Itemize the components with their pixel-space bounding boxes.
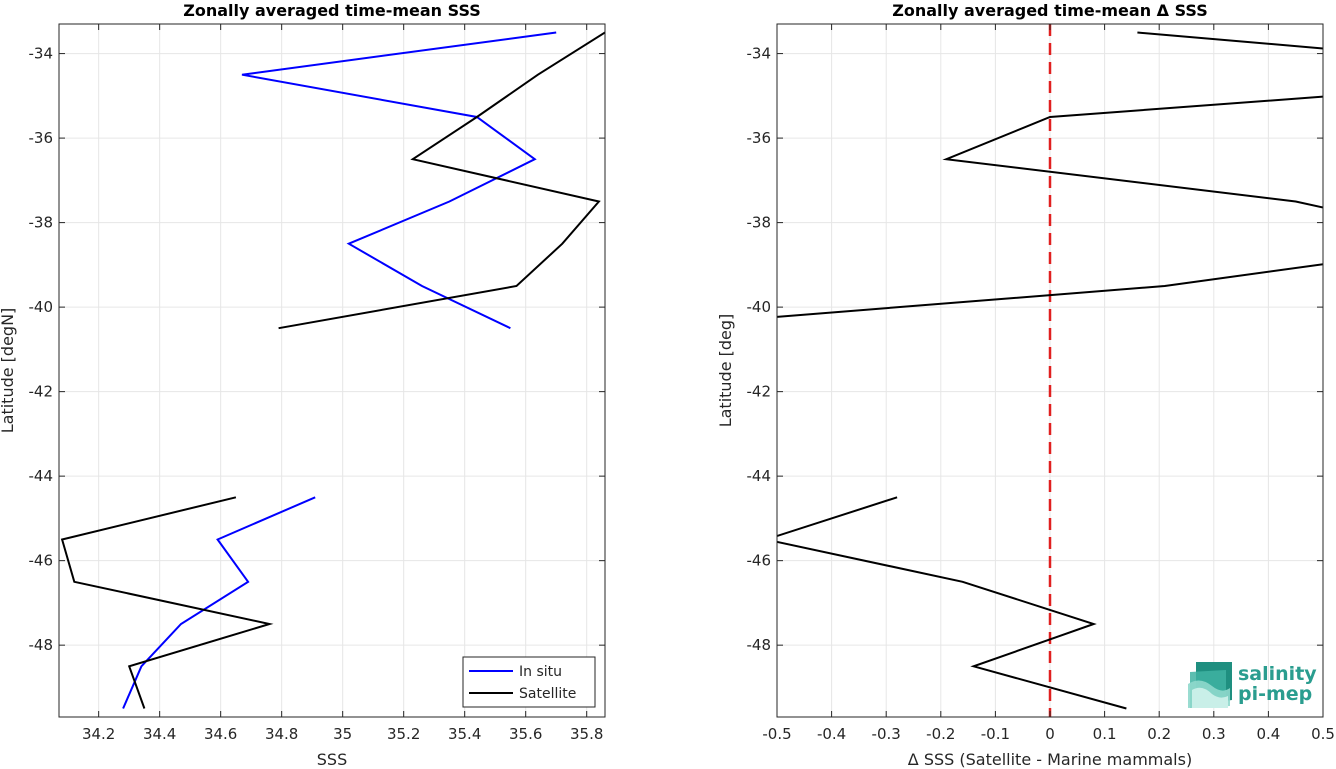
y-tick-label: -44 [747, 467, 772, 485]
x-tick-label: 0.2 [1147, 725, 1171, 743]
legend-label-satellite: Satellite [519, 686, 576, 702]
y-tick-label: -42 [747, 383, 772, 401]
series-line-1 [278, 31, 605, 330]
chart-title: Zonally averaged time-mean Δ SSS [892, 1, 1208, 20]
y-tick-label: -34 [29, 45, 54, 63]
logo-text-top: salinity [1238, 663, 1317, 685]
x-tick-label: 35.6 [509, 725, 542, 743]
x-tick-label: 34.2 [82, 725, 115, 743]
y-tick-label: -48 [747, 636, 772, 654]
y-tick-label: -40 [747, 298, 772, 316]
x-tick-label: 35.8 [570, 725, 603, 743]
y-tick-label: -34 [747, 45, 772, 63]
x-tick-label: 0.1 [1093, 725, 1117, 743]
x-tick-label: 0 [1045, 725, 1055, 743]
legend: In situ Satellite [462, 656, 596, 708]
series-line-0 [1137, 31, 1323, 50]
y-tick-label: -36 [747, 129, 772, 147]
x-tick-label: 34.4 [143, 725, 176, 743]
series-line-0 [777, 263, 1323, 318]
series-line-0 [122, 496, 316, 709]
chart-title: Zonally averaged time-mean SSS [183, 1, 481, 20]
x-tick-label: -0.1 [981, 725, 1010, 743]
series-line-0 [777, 496, 1127, 710]
y-tick-label: -38 [29, 214, 54, 232]
sss-panel: 34.2 34.4 34.6 34.8 35 35.2 35.4 35.6 35.8 -34 -3… [0, 1, 606, 769]
x-tick-label: -0.4 [817, 725, 846, 743]
x-tick-label: 35 [333, 725, 352, 743]
x-axis-label: Δ SSS (Satellite - Marine mammals) [908, 750, 1192, 769]
y-tick-label: -44 [29, 467, 54, 485]
x-tick-label: 35.4 [448, 725, 481, 743]
y-axis-label: Latitude [deg] [716, 314, 735, 428]
series-line-0 [241, 31, 557, 330]
wave-logo-icon [1188, 662, 1232, 708]
y-tick-label: -38 [747, 214, 772, 232]
series-line-0 [942, 95, 1323, 209]
y-tick-label: -46 [29, 552, 54, 570]
y-axis-label: Latitude [degN] [0, 308, 17, 434]
y-tick-label: -46 [747, 552, 772, 570]
x-tick-label: -0.2 [926, 725, 955, 743]
y-tick-label: -42 [29, 383, 54, 401]
legend-label-in-situ: In situ [519, 664, 562, 680]
x-axis-label: SSS [317, 750, 347, 769]
x-tick-label: -0.3 [872, 725, 901, 743]
x-tick-label: -0.5 [762, 725, 791, 743]
x-tick-label: 0.3 [1202, 725, 1226, 743]
x-tick-label: 35.2 [387, 725, 420, 743]
x-tick-label: 34.8 [265, 725, 298, 743]
x-tick-label: 0.5 [1311, 725, 1335, 743]
y-tick-label: -36 [29, 129, 54, 147]
x-tick-label: 0.4 [1256, 725, 1280, 743]
logo-text-bottom: pi-mep [1238, 683, 1312, 705]
salinity-pi-mep-logo: salinity pi-mep [1188, 662, 1317, 708]
x-tick-label: 34.6 [204, 725, 237, 743]
delta-sss-panel: -0.5 -0.4 -0.3 -0.2 -0.1 0 0.1 0.2 0.3 0.4 0.5 -34… [716, 1, 1335, 769]
y-tick-label: -40 [29, 298, 54, 316]
series-line-1 [60, 496, 274, 709]
y-tick-label: -48 [29, 636, 54, 654]
